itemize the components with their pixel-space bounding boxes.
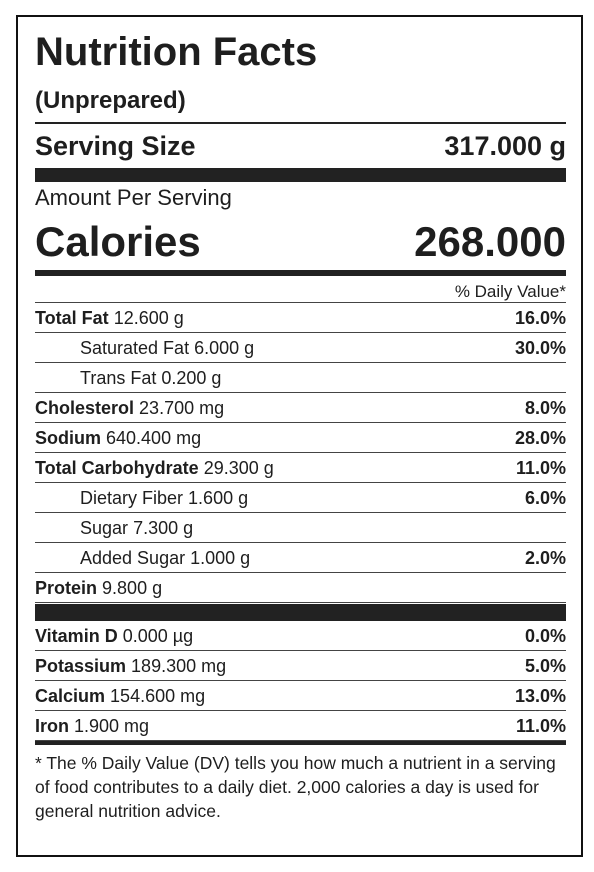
nutrient-name: Total Carbohydrate <box>35 458 199 478</box>
nutrient-row: Added Sugar 1.000 g 2.0% <box>35 543 566 573</box>
nutrient-list: Total Fat 12.600 g 16.0% Saturated Fat 6.0… <box>35 303 566 603</box>
daily-value: 30.0% <box>514 338 566 358</box>
daily-value: 2.0% <box>524 548 566 568</box>
nutrient-text: Total Carbohydrate 29.300 g <box>35 453 274 482</box>
nutrient-row: Protein 9.800 g <box>35 573 566 603</box>
nutrient-row: Vitamin D 0.000 µg 0.0% <box>35 621 566 651</box>
nutrient-text: Cholesterol 23.700 mg <box>35 393 224 422</box>
nutrient-row: Iron 1.900 mg 11.0% <box>35 711 566 741</box>
serving-size: Serving Size 317.000 g <box>35 124 566 164</box>
daily-value: 11.0% <box>515 458 566 478</box>
subtitle: (Unprepared) <box>35 83 566 124</box>
thick-bar <box>35 168 566 182</box>
nutrient-text: Iron 1.900 mg <box>35 711 149 740</box>
nutrient-name: Protein <box>35 578 98 598</box>
serving-value: 317.000 g <box>444 131 566 161</box>
nutrient-amount: 7.300 g <box>133 518 194 538</box>
nutrient-name: Vitamin D <box>35 626 118 646</box>
nutrient-text: Potassium 189.300 mg <box>35 651 226 680</box>
nutrient-text: Calcium 154.600 mg <box>35 681 205 710</box>
nutrient-row: Sodium 640.400 mg 28.0% <box>35 423 566 453</box>
nutrient-amount: 1.900 mg <box>74 716 150 736</box>
nutrient-text: Vitamin D 0.000 µg <box>35 621 193 650</box>
nutrient-row: Sugar 7.300 g <box>35 513 566 543</box>
nutrient-amount: 1.000 g <box>190 548 251 568</box>
nutrient-row: Trans Fat 0.200 g <box>35 363 566 393</box>
nutrient-name: Total Fat <box>35 308 109 328</box>
daily-value: 28.0% <box>514 428 566 448</box>
nutrient-text: Added Sugar 1.000 g <box>80 543 250 572</box>
nutrient-name: Saturated Fat <box>80 338 190 358</box>
nutrient-row: Potassium 189.300 mg 5.0% <box>35 651 566 681</box>
nutrient-amount: 6.000 g <box>194 338 255 358</box>
nutrient-row: Total Carbohydrate 29.300 g 11.0% <box>35 453 566 483</box>
nutrient-text: Protein 9.800 g <box>35 573 162 602</box>
nutrient-name: Dietary Fiber <box>80 488 184 508</box>
nutrient-text: Sugar 7.300 g <box>80 513 193 542</box>
nutrient-row: Calcium 154.600 mg 13.0% <box>35 681 566 711</box>
nutrition-label: Nutrition Facts (Unprepared) Serving Siz… <box>16 15 583 857</box>
nutrient-text: Dietary Fiber 1.600 g <box>80 483 248 512</box>
nutrient-amount: 154.600 mg <box>110 686 206 706</box>
nutrient-amount: 29.300 g <box>203 458 274 478</box>
nutrient-text: Trans Fat 0.200 g <box>80 363 221 392</box>
daily-value: 11.0% <box>515 716 566 736</box>
thick-rule <box>35 741 566 745</box>
amount-per-serving: Amount Per Serving <box>35 185 232 210</box>
nutrient-name: Iron <box>35 716 69 736</box>
nutrient-text: Saturated Fat 6.000 g <box>80 333 254 362</box>
daily-value-header: % Daily Value* <box>35 278 566 303</box>
nutrient-name: Cholesterol <box>35 398 135 418</box>
nutrient-amount: 189.300 mg <box>131 656 227 676</box>
nutrient-amount: 1.600 g <box>188 488 249 508</box>
daily-value: 0.0% <box>524 626 566 646</box>
title: Nutrition Facts <box>35 30 318 74</box>
nutrient-amount: 0.000 µg <box>122 626 194 646</box>
daily-value: 13.0% <box>514 686 566 706</box>
nutrient-row: Total Fat 12.600 g 16.0% <box>35 303 566 333</box>
footnote: * The % Daily Value (DV) tells you how m… <box>35 753 556 821</box>
vitamin-list: Vitamin D 0.000 µg 0.0% Potassium 189.300 … <box>35 621 566 741</box>
nutrient-amount: 9.800 g <box>102 578 163 598</box>
nutrient-row: Saturated Fat 6.000 g 30.0% <box>35 333 566 363</box>
nutrient-name: Sugar <box>80 518 129 538</box>
daily-value: 6.0% <box>524 488 566 508</box>
nutrient-amount: 0.200 g <box>161 368 222 388</box>
serving-label: Serving Size <box>35 131 196 161</box>
nutrient-name: Potassium <box>35 656 127 676</box>
nutrient-name: Trans Fat <box>80 368 157 388</box>
daily-value: 8.0% <box>524 398 566 418</box>
daily-value: 16.0% <box>514 308 566 328</box>
daily-value: 5.0% <box>524 656 566 676</box>
calories: Calories 268.000 <box>35 212 566 276</box>
nutrient-name: Calcium <box>35 686 106 706</box>
nutrient-amount: 640.400 mg <box>106 428 202 448</box>
calories-label: Calories <box>35 218 201 265</box>
nutrient-row: Cholesterol 23.700 mg 8.0% <box>35 393 566 423</box>
nutrient-amount: 12.600 g <box>113 308 184 328</box>
nutrient-text: Sodium 640.400 mg <box>35 423 201 452</box>
nutrient-amount: 23.700 mg <box>139 398 225 418</box>
nutrient-name: Added Sugar <box>80 548 186 568</box>
thick-bar <box>35 604 566 621</box>
nutrient-text: Total Fat 12.600 g <box>35 303 184 332</box>
nutrient-row: Dietary Fiber 1.600 g 6.0% <box>35 483 566 513</box>
nutrient-name: Sodium <box>35 428 101 448</box>
calories-value: 268.000 <box>414 218 566 265</box>
